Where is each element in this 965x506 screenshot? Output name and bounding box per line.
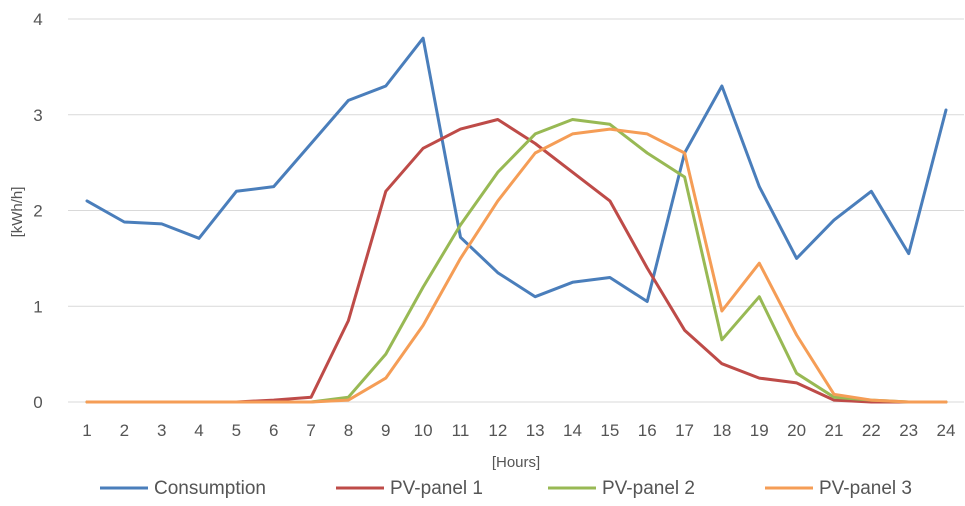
gridlines: [68, 18, 964, 403]
y-tick-label: 4: [33, 10, 42, 29]
x-axis-ticks: 1 2 3 4 5 6 7 8 9 10 11 12 13 14 15 16 17 18 19 20 21 22 23 24: [82, 421, 955, 440]
x-tick-label: 20: [787, 421, 806, 440]
x-tick-label: 1: [82, 421, 91, 440]
x-tick-label: 6: [269, 421, 278, 440]
x-tick-label: 7: [306, 421, 315, 440]
x-tick-label: 10: [414, 421, 433, 440]
x-tick-label: 23: [899, 421, 918, 440]
y-tick-label: 2: [33, 202, 42, 221]
x-tick-label: 22: [862, 421, 881, 440]
x-tick-label: 17: [675, 421, 694, 440]
x-tick-label: 12: [488, 421, 507, 440]
series-line-pv-panel-1: [85, 118, 948, 404]
y-tick-label: 1: [33, 297, 42, 316]
series-line-pv-panel-3: [85, 127, 948, 404]
x-tick-label: 18: [712, 421, 731, 440]
x-tick-label: 13: [526, 421, 545, 440]
x-tick-label: 16: [638, 421, 657, 440]
x-tick-label: 11: [452, 421, 470, 440]
x-tick-label: 15: [600, 421, 619, 440]
legend-label: Consumption: [154, 478, 266, 499]
x-tick-label: 14: [563, 421, 582, 440]
legend: Consumption PV-panel 1 PV-panel 2 PV-panel …: [100, 478, 912, 499]
x-tick-label: 8: [344, 421, 353, 440]
y-tick-label: 3: [33, 106, 42, 125]
x-tick-label: 19: [750, 421, 769, 440]
x-tick-label: 24: [937, 421, 956, 440]
x-tick-label: 21: [824, 421, 843, 440]
series-line-pv-panel-2: [85, 118, 948, 404]
x-tick-label: 4: [194, 421, 203, 440]
x-tick-label: 9: [381, 421, 390, 440]
x-tick-label: 5: [232, 421, 241, 440]
y-tick-label: 0: [33, 393, 42, 412]
legend-label: PV-panel 2: [602, 478, 695, 499]
x-axis-label: [Hours]: [492, 454, 540, 471]
y-axis-ticks: 0 1 2 3 4: [33, 10, 42, 412]
series-line-consumption: [85, 36, 948, 303]
series-lines: [85, 36, 948, 404]
legend-label: PV-panel 3: [819, 478, 912, 499]
x-tick-label: 3: [157, 421, 166, 440]
legend-label: PV-panel 1: [390, 478, 483, 499]
y-axis-label: [kWh/h]: [9, 187, 26, 238]
x-tick-label: 2: [120, 421, 129, 440]
